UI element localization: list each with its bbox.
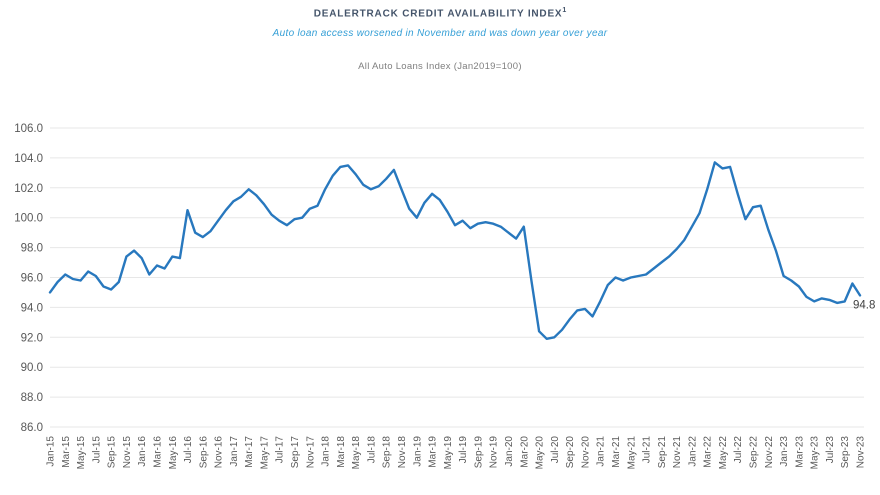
x-axis-label: Jan-17 [229, 436, 240, 467]
x-axis-label: Mar-18 [336, 436, 347, 468]
x-axis-label: Mar-17 [244, 436, 255, 468]
y-axis-label: 102.0 [14, 183, 43, 195]
x-axis-label: Sep-17 [290, 436, 301, 469]
x-axis-label: Sep-15 [107, 436, 118, 469]
page-title: DEALERTRACK CREDIT AVAILABILITY INDEX1 [0, 7, 880, 19]
x-axis-label: Nov-16 [214, 436, 225, 469]
x-axis-label: May-23 [810, 436, 821, 470]
x-axis-label: Sep-18 [382, 436, 393, 469]
x-axis-label: Nov-17 [305, 436, 316, 469]
x-axis-label: May-19 [443, 436, 454, 470]
x-axis-label: Mar-20 [519, 436, 530, 468]
x-axis-label: Jul-20 [550, 436, 561, 464]
end-value-label: 94.8 [853, 299, 875, 311]
x-axis-label: May-15 [76, 436, 87, 470]
y-axis-label: 104.0 [14, 153, 43, 165]
x-axis-label: Jan-23 [779, 436, 790, 467]
x-axis-label: Jan-19 [412, 436, 423, 467]
chart-subtitle: Auto loan access worsened in November an… [272, 28, 608, 40]
x-axis-label: Nov-22 [764, 436, 775, 469]
x-axis-label: May-17 [259, 436, 270, 470]
x-axis-label: Jan-15 [46, 436, 57, 467]
x-axis-label: Sep-16 [198, 436, 209, 469]
x-axis-label: Jan-21 [596, 436, 607, 467]
x-axis-label: Jul-23 [825, 436, 836, 464]
x-axis-label: Mar-21 [611, 436, 622, 468]
x-axis-label: Mar-16 [152, 436, 163, 468]
y-axis-label: 86.0 [21, 422, 43, 434]
index-series-line [48, 161, 862, 340]
x-axis-label: Nov-23 [856, 436, 867, 469]
x-axis-label: Nov-20 [580, 436, 591, 469]
x-axis-label: Jul-17 [275, 436, 286, 464]
y-axis-label: 96.0 [21, 273, 43, 285]
x-axis-label: Mar-19 [428, 436, 439, 468]
x-axis-label: Jul-19 [458, 436, 469, 464]
x-axis-label: Jul-18 [366, 436, 377, 464]
x-axis-label: Nov-21 [672, 436, 683, 469]
x-axis-label: May-22 [718, 436, 729, 470]
x-axis-label: Jul-21 [642, 436, 653, 464]
page-title-text: DEALERTRACK CREDIT AVAILABILITY INDEX [313, 8, 563, 20]
x-axis-label: Jul-16 [183, 436, 194, 464]
x-axis-label: Sep-23 [840, 436, 851, 469]
x-axis-label: Nov-19 [489, 436, 500, 469]
x-axis-label: Nov-18 [397, 436, 408, 469]
x-axis-label: Mar-15 [61, 436, 72, 468]
y-axis-label: 88.0 [21, 392, 43, 404]
y-axis-label: 98.0 [21, 243, 43, 255]
y-axis-label: 92.0 [21, 332, 43, 344]
x-axis-label: Jul-15 [91, 436, 102, 464]
x-axis-label: Jan-22 [687, 436, 698, 467]
x-axis-label: Nov-15 [122, 436, 133, 469]
x-axis-label: May-18 [351, 436, 362, 470]
x-axis-label: Sep-19 [473, 436, 484, 469]
y-axis-label: 100.0 [14, 213, 43, 225]
x-axis-label: Jan-20 [504, 436, 515, 467]
x-axis-label: Jan-16 [137, 436, 148, 467]
chart-caption: All Auto Loans Index (Jan2019=100) [358, 61, 522, 73]
x-axis-label: May-16 [168, 436, 179, 470]
x-axis-label: Jan-18 [321, 436, 332, 467]
x-axis-label: Sep-22 [749, 436, 760, 469]
x-axis-label: Mar-23 [794, 436, 805, 468]
x-axis-label: Sep-20 [565, 436, 576, 469]
y-axis-label: 90.0 [21, 362, 43, 374]
x-axis-label: May-20 [535, 436, 546, 470]
title-footnote-marker: 1 [562, 7, 567, 14]
chart-header: DEALERTRACK CREDIT AVAILABILITY INDEX1 A… [0, 0, 880, 72]
y-axis-label: 106.0 [14, 123, 43, 135]
x-axis-label: Jul-22 [733, 436, 744, 464]
x-axis-label: May-21 [626, 436, 637, 470]
y-axis-label: 94.0 [21, 302, 43, 314]
x-axis-label: Mar-22 [703, 436, 714, 468]
x-axis-label: Sep-21 [657, 436, 668, 469]
